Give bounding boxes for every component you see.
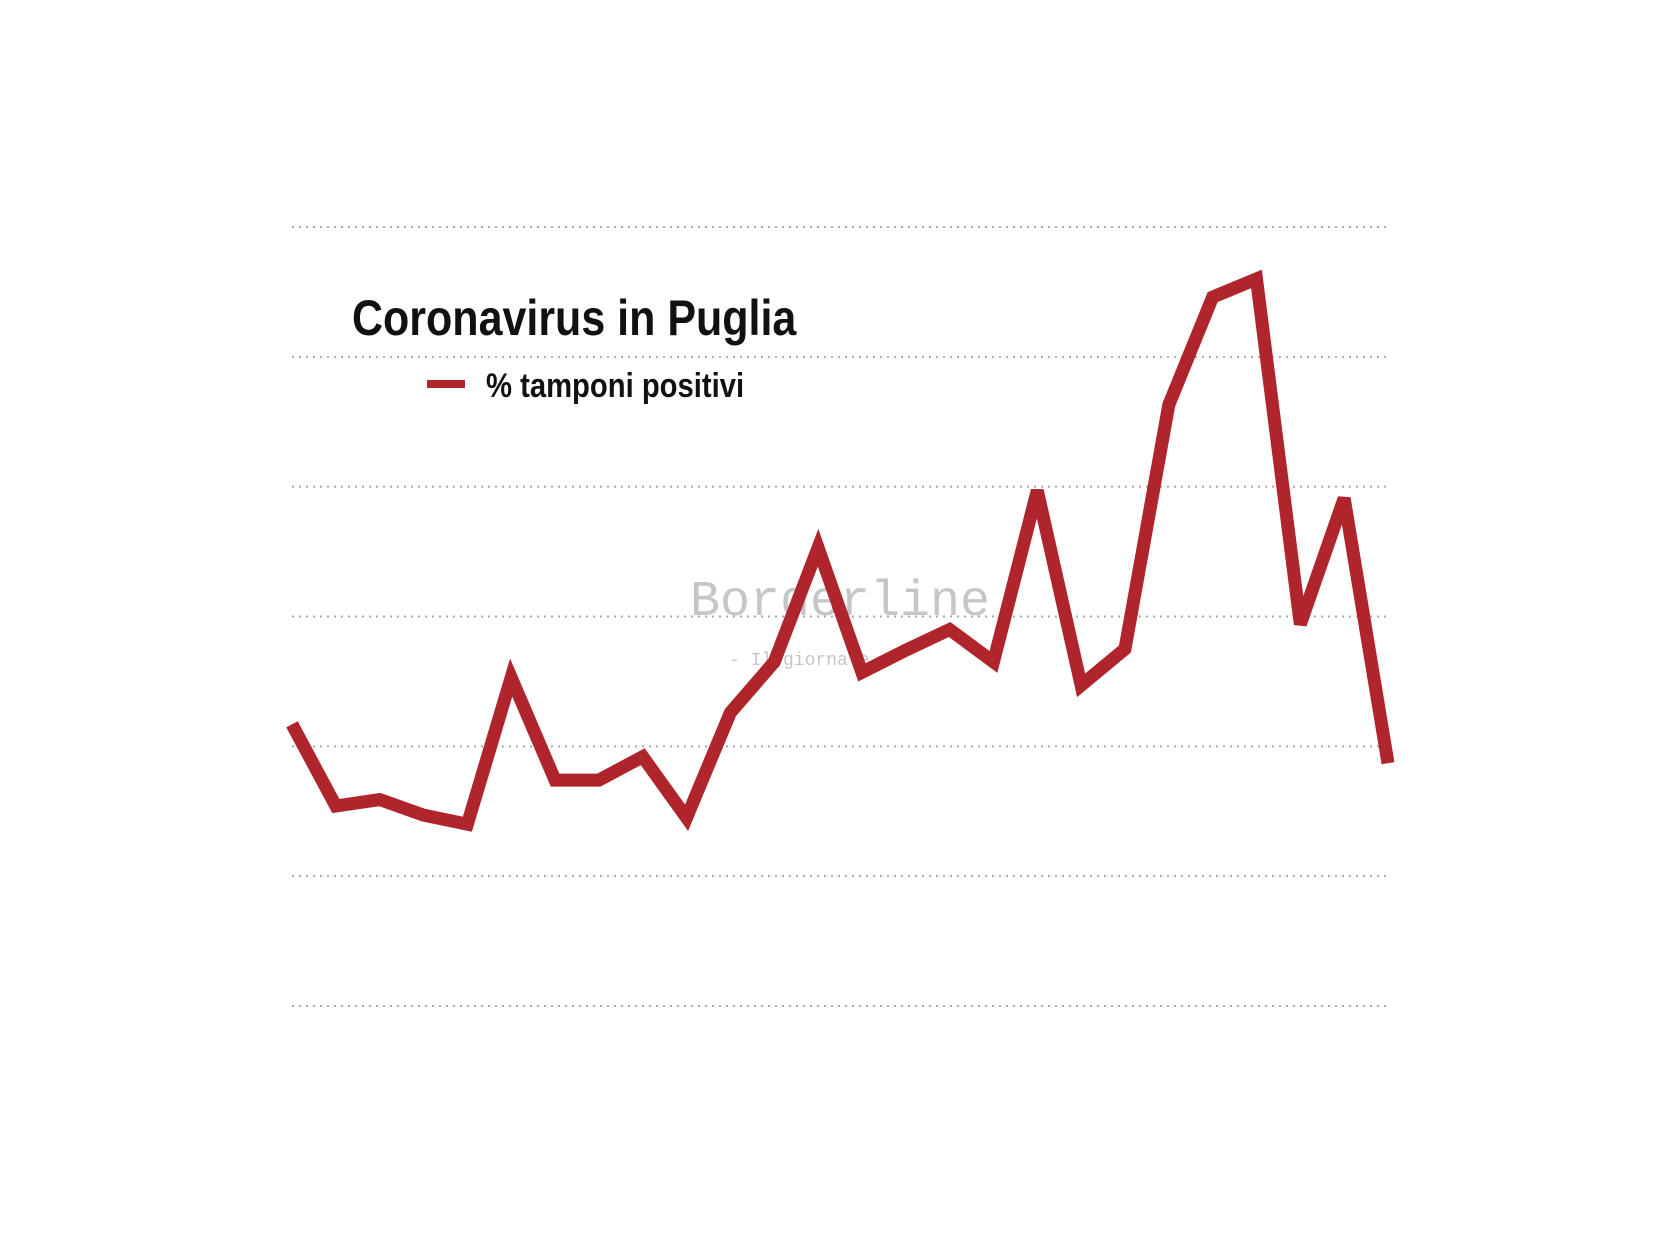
- line: [286, 269, 1395, 832]
- chart-title: Coronavirus in Puglia: [352, 290, 797, 346]
- legend-label: % tamponi positivi: [486, 366, 744, 405]
- legend: % tamponi positivi: [427, 366, 744, 405]
